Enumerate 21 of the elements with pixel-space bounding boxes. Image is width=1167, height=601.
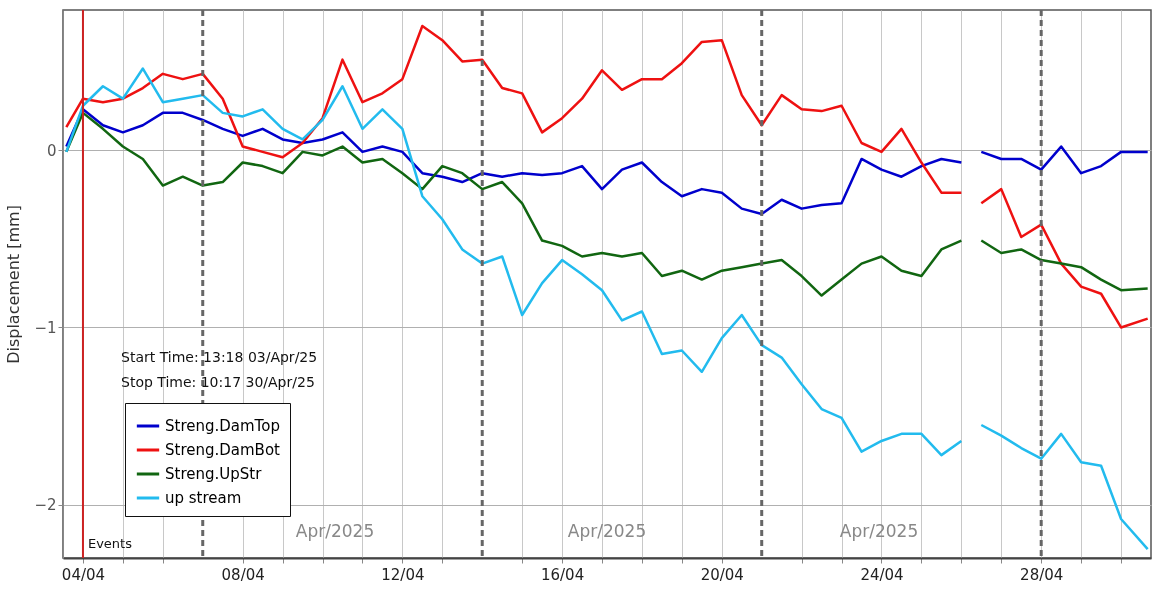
x-tick-label: 12/04 xyxy=(381,565,425,584)
annotation: Stop Time: 10:17 30/Apr/25 xyxy=(121,374,315,390)
y-tick-label: −1 xyxy=(34,318,57,337)
x-tick-label: 24/04 xyxy=(860,565,904,584)
x-tick-label: 16/04 xyxy=(540,565,585,584)
annotation: Apr/2025 xyxy=(295,521,375,541)
x-tick-label: 04/04 xyxy=(61,565,106,584)
x-tick-label: 28/04 xyxy=(1020,565,1064,584)
y-tick-label: −2 xyxy=(34,496,57,515)
annotation: Apr/2025 xyxy=(839,521,919,541)
y-tick-label: 0 xyxy=(46,141,57,160)
x-tick-label: 08/04 xyxy=(221,565,265,584)
x-tick-label: 20/04 xyxy=(700,565,744,584)
legend-label: Streng.DamTop xyxy=(165,417,280,435)
legend-label: Streng.UpStr xyxy=(165,465,263,483)
annotation: Start Time: 13:18 03/Apr/25 xyxy=(121,349,318,365)
legend-label: Streng.DamBot xyxy=(165,441,281,459)
legend-label: up stream xyxy=(165,489,242,507)
y-axis-title: Displacement [mm] xyxy=(4,205,24,364)
ref-line-label: Events xyxy=(87,536,133,551)
annotation: Apr/2025 xyxy=(567,521,647,541)
